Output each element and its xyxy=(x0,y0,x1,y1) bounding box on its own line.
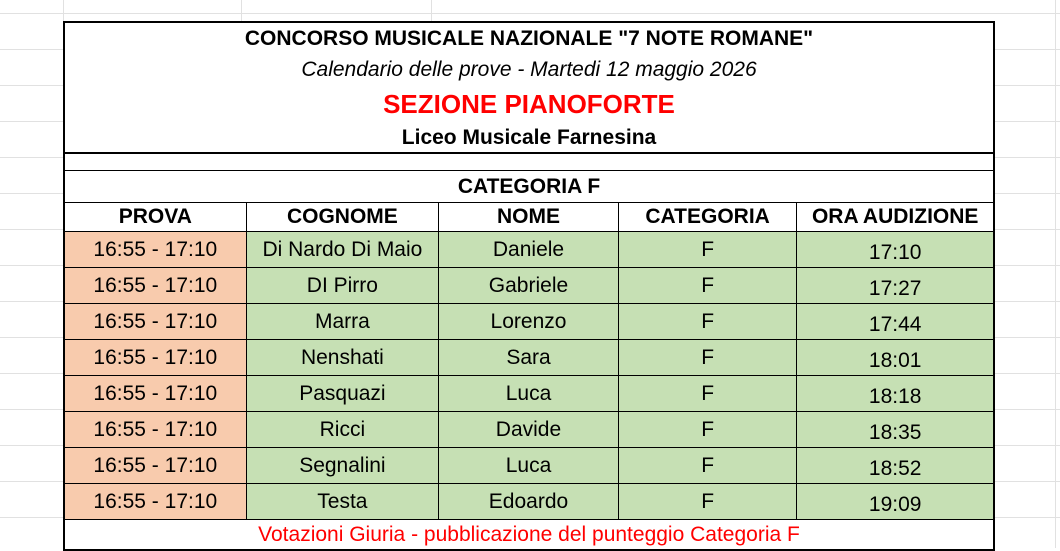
header-ora-audizione[interactable]: ORA AUDIZIONE xyxy=(797,203,993,232)
cell-cognome[interactable]: DI Pirro xyxy=(246,268,440,304)
table-row: 16:55 - 17:10 DI Pirro Gabriele F 17:27 xyxy=(65,268,993,304)
table-row: 16:55 - 17:10 Marra Lorenzo F 17:44 xyxy=(65,304,993,340)
table-row: 16:55 - 17:10 Pasquazi Luca F 18:18 xyxy=(65,376,993,412)
cell-cognome[interactable]: Segnalini xyxy=(246,448,440,484)
cell-ora-audizione[interactable]: 17:27 xyxy=(797,268,993,304)
cell-ora-audizione[interactable]: 17:44 xyxy=(797,304,993,340)
cell-ora-audizione[interactable]: 18:35 xyxy=(797,412,993,448)
cell-prova[interactable]: 16:55 - 17:10 xyxy=(65,448,247,484)
cell-nome[interactable]: Luca xyxy=(439,376,619,412)
header-prova[interactable]: PROVA xyxy=(65,203,247,232)
cell-nome[interactable]: Lorenzo xyxy=(439,304,619,340)
cell-ora-audizione[interactable]: 18:01 xyxy=(797,340,993,376)
table-row: 16:55 - 17:10 Testa Edoardo F 19:09 xyxy=(65,484,993,520)
cell-categoria[interactable]: F xyxy=(618,448,798,484)
cell-cognome[interactable]: Pasquazi xyxy=(246,376,440,412)
cell-prova[interactable]: 16:55 - 17:10 xyxy=(65,340,247,376)
footer-note: Votazioni Giuria - pubblicazione del pun… xyxy=(65,520,993,551)
cell-prova[interactable]: 16:55 - 17:10 xyxy=(65,484,247,520)
title: CONCORSO MUSICALE NAZIONALE "7 NOTE ROMA… xyxy=(244,26,814,50)
cell-ora-audizione[interactable]: 17:10 xyxy=(797,232,993,268)
header-cognome[interactable]: COGNOME xyxy=(246,203,440,232)
subtitle: Calendario delle prove - Martedi 12 magg… xyxy=(301,58,757,81)
gridline xyxy=(1055,0,1056,548)
column-headers: PROVA COGNOME NOME CATEGORIA ORA AUDIZIO… xyxy=(65,203,993,232)
cell-prova[interactable]: 16:55 - 17:10 xyxy=(65,232,247,268)
cell-nome[interactable]: Davide xyxy=(439,412,619,448)
category-title: CATEGORIA F xyxy=(65,171,993,203)
cell-prova[interactable]: 16:55 - 17:10 xyxy=(65,376,247,412)
cell-ora-audizione[interactable]: 18:52 xyxy=(797,448,993,484)
cell-nome[interactable]: Edoardo xyxy=(439,484,619,520)
cell-nome[interactable]: Sara xyxy=(439,340,619,376)
cell-categoria[interactable]: F xyxy=(618,484,798,520)
table-row: 16:55 - 17:10 Nenshati Sara F 18:01 xyxy=(65,340,993,376)
table-row: 16:55 - 17:10 Ricci Davide F 18:35 xyxy=(65,412,993,448)
cell-prova[interactable]: 16:55 - 17:10 xyxy=(65,304,247,340)
header-nome[interactable]: NOME xyxy=(439,203,619,232)
blank-row xyxy=(65,154,993,171)
venue: Liceo Musicale Farnesina xyxy=(65,123,993,154)
cell-categoria[interactable]: F xyxy=(618,340,798,376)
cell-cognome[interactable]: Ricci xyxy=(246,412,440,448)
cell-ora-audizione[interactable]: 19:09 xyxy=(797,484,993,520)
cell-cognome[interactable]: Di Nardo Di Maio xyxy=(246,232,440,268)
cell-cognome[interactable]: Nenshati xyxy=(246,340,440,376)
cell-cognome[interactable]: Marra xyxy=(246,304,440,340)
cell-categoria[interactable]: F xyxy=(618,304,798,340)
cell-cognome[interactable]: Testa xyxy=(246,484,440,520)
cell-categoria[interactable]: F xyxy=(618,412,798,448)
table-row: 16:55 - 17:10 Di Nardo Di Maio Daniele F 17:… xyxy=(65,232,993,268)
cell-categoria[interactable]: F xyxy=(618,232,798,268)
cell-nome[interactable]: Gabriele xyxy=(439,268,619,304)
cell-nome[interactable]: Daniele xyxy=(439,232,619,268)
header-categoria[interactable]: CATEGORIA xyxy=(618,203,798,232)
table-row: 16:55 - 17:10 Segnalini Luca F 18:52 xyxy=(65,448,993,484)
section-title: SEZIONE PIANOFORTE xyxy=(383,89,675,119)
cell-ora-audizione[interactable]: 18:18 xyxy=(797,376,993,412)
cell-categoria[interactable]: F xyxy=(618,376,798,412)
schedule-sheet: CONCORSO MUSICALE NAZIONALE "7 NOTE ROMA… xyxy=(63,21,995,551)
cell-prova[interactable]: 16:55 - 17:10 xyxy=(65,412,247,448)
cell-categoria[interactable]: F xyxy=(618,268,798,304)
cell-prova[interactable]: 16:55 - 17:10 xyxy=(65,268,247,304)
cell-nome[interactable]: Luca xyxy=(439,448,619,484)
